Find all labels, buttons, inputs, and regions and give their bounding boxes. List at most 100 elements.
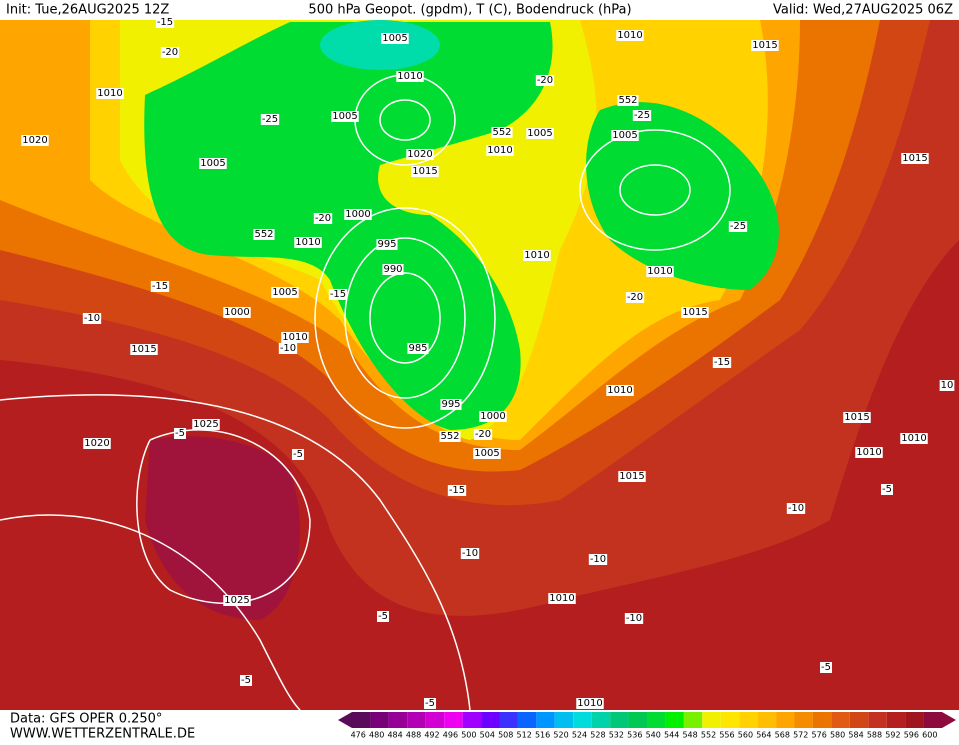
isobar-label: 1005 (332, 111, 357, 122)
label-box (486, 145, 514, 156)
isobar-label: 1000 (480, 411, 505, 422)
isobar-label: 1010 (647, 266, 672, 277)
colorbar-swatch (425, 712, 445, 728)
isobar-label: 1010 (97, 88, 122, 99)
label-box (479, 411, 507, 422)
isobar-label: 985 (408, 343, 427, 354)
isobar-label: 552 (440, 431, 459, 442)
label-box (901, 153, 929, 164)
label-box (460, 548, 480, 559)
colorbar-label: 576 (812, 731, 827, 740)
site: WWW.WETTERZENTRALE.DE (10, 727, 195, 742)
label-box (155, 17, 175, 28)
isobar-label: -20 (162, 47, 178, 58)
colorbar-label: 544 (664, 731, 679, 740)
label-box (473, 448, 501, 459)
colorbar-label: 564 (756, 731, 771, 740)
label-box (344, 209, 372, 220)
isobar-label: 990 (383, 264, 402, 275)
label-box (174, 428, 186, 439)
low-east (586, 102, 779, 290)
colorbar-label: 528 (590, 731, 605, 740)
isobar-label: -15 (157, 17, 173, 28)
colorbar-swatch (444, 712, 463, 728)
isobar-label: -5 (882, 484, 892, 495)
label-box (881, 484, 893, 495)
isobar-label: 552 (618, 95, 637, 106)
colorbar-label: 512 (517, 731, 532, 740)
label-box (440, 399, 462, 410)
colorbar-swatch (554, 712, 574, 728)
map-title: 500 hPa Geopot. (gpdm), T (C), Bodendruc… (308, 3, 631, 18)
valid-time: Valid: Wed,27AUG2025 06Z (773, 3, 953, 18)
isobar-label: 995 (377, 239, 396, 250)
label-box (424, 698, 436, 709)
isobar-label: -10 (280, 343, 296, 354)
isobar-label: -10 (590, 554, 606, 565)
colorbar-label: 504 (480, 731, 495, 740)
colorbar-label: 484 (387, 731, 402, 740)
label-box (83, 438, 111, 449)
isobar-label: 1020 (407, 149, 432, 160)
isobar-label: -5 (378, 611, 388, 622)
isobar-label: 10 (941, 380, 954, 391)
isobar-label: 1015 (619, 471, 644, 482)
colorbar-label: 588 (867, 731, 882, 740)
label-box (130, 344, 158, 355)
isobar-label: 1010 (282, 332, 307, 343)
colorbar-label: 580 (830, 731, 845, 740)
label-box (377, 611, 389, 622)
colorbar-label: 568 (775, 731, 790, 740)
isobar-label: 1005 (474, 448, 499, 459)
label-box (611, 130, 639, 141)
colorbar-label: 476 (351, 731, 366, 740)
colorbar-label: 548 (682, 731, 697, 740)
label-box (712, 357, 732, 368)
colorbar-swatch (407, 712, 426, 728)
isobar-label: -10 (788, 503, 804, 514)
isobar-label: -5 (821, 662, 831, 673)
init-time: Init: Tue,26AUG2025 12Z (6, 3, 169, 18)
colorbar-swatch (499, 712, 518, 728)
colorbar-swatch (794, 712, 813, 728)
label-box (240, 675, 252, 686)
label-box (535, 75, 555, 86)
colorbar-label: 600 (922, 731, 937, 740)
colorbar-label: 508 (498, 731, 513, 740)
isobar-label: -25 (262, 114, 278, 125)
isobar-label: -5 (425, 698, 435, 709)
label-box (576, 698, 604, 709)
isobar-label: 1010 (397, 71, 422, 82)
colorbar-swatch (831, 712, 850, 728)
colorbar-label: 500 (461, 731, 476, 740)
colorbar-label: 520 (553, 731, 568, 740)
colorbar-swatch (702, 712, 721, 728)
label-box (491, 127, 513, 138)
label-box (606, 385, 634, 396)
label-box (625, 292, 645, 303)
label-box (223, 307, 251, 318)
isobar-label: 1010 (487, 145, 512, 156)
isobar-label: 1015 (902, 153, 927, 164)
label-box (294, 237, 322, 248)
label-box (328, 289, 348, 300)
isobar-label: 552 (492, 127, 511, 138)
map (0, 20, 959, 711)
colorbar-swatch (481, 712, 500, 728)
label-box (646, 266, 674, 277)
label-box (82, 313, 102, 324)
isobar-label: -5 (175, 428, 185, 439)
isobar-label: -5 (293, 449, 303, 460)
label-box (396, 71, 424, 82)
label-box (617, 95, 639, 106)
label-box (616, 30, 644, 41)
isobar-label: 1010 (607, 385, 632, 396)
label-box (548, 593, 576, 604)
colorbar-swatch (647, 712, 666, 728)
isobar-label: 1015 (844, 412, 869, 423)
isobar-label: -10 (626, 613, 642, 624)
isobar-label: 552 (254, 229, 273, 240)
colorbar-swatch (628, 712, 647, 728)
label-box (855, 447, 883, 458)
